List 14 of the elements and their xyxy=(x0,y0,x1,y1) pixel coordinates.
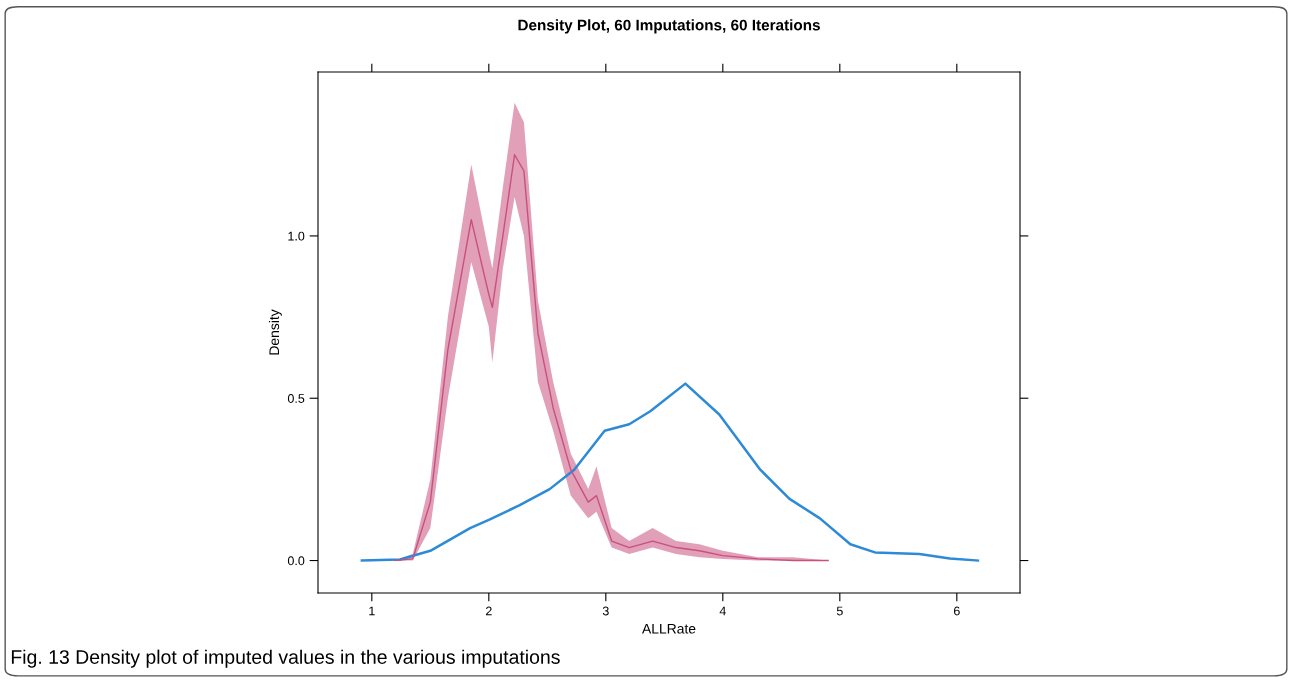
y-tick-label: 1.0 xyxy=(288,231,305,241)
x-tick-label: 3 xyxy=(602,606,609,616)
x-axis-title: ALLRate xyxy=(642,623,696,634)
x-tick-label: 6 xyxy=(953,606,960,616)
caption: Fig. 13 Density plot of imputed values in the various imputations xyxy=(11,649,560,668)
y-axis-title: Density xyxy=(268,309,282,355)
line-series xyxy=(360,382,980,562)
x-tick-label: 2 xyxy=(485,606,492,616)
x-tick-label: 1 xyxy=(369,606,375,616)
x-tick-label: 4 xyxy=(719,606,726,616)
x-tick-label: 5 xyxy=(836,606,843,616)
y-tick-label: 0.5 xyxy=(287,394,305,403)
y-tick-label: 0.0 xyxy=(287,556,305,566)
chart-title: Density Plot, 60 Imputations, 60 Iterations xyxy=(518,19,820,34)
